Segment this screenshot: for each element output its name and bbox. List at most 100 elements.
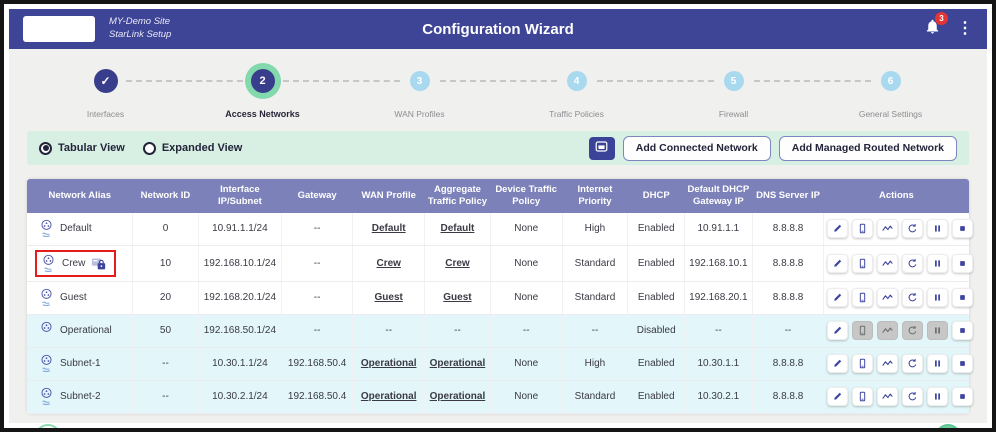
- add-connected-network-button[interactable]: Add Connected Network: [622, 135, 771, 161]
- step-label: Access Networks: [225, 109, 300, 119]
- activity-action-button[interactable]: [877, 219, 899, 239]
- network-alias-label: Subnet-2: [60, 390, 101, 402]
- activity-action-button[interactable]: [877, 354, 899, 374]
- next-step-button[interactable]: →: [935, 423, 961, 428]
- stop-action-button[interactable]: [952, 354, 974, 374]
- wan-profile-cell: Operational: [352, 380, 425, 414]
- expanded-view-radio[interactable]: Expanded View: [142, 141, 242, 155]
- card-view-button[interactable]: [588, 136, 615, 160]
- view-radio-group: Tabular View Expanded View: [39, 141, 242, 155]
- device-action-button[interactable]: [852, 354, 874, 374]
- folder-icon: [595, 140, 608, 156]
- gateway-cell: --: [281, 212, 354, 246]
- highlighted-alias: Crew: [35, 249, 117, 277]
- gateway-cell: --: [281, 281, 354, 315]
- edit-action-button[interactable]: [827, 354, 849, 374]
- activity-action-button[interactable]: [877, 253, 899, 273]
- edit-action-button[interactable]: [827, 253, 849, 273]
- step-number: 2: [250, 69, 275, 93]
- dhcp-cell: Disabled: [627, 314, 685, 348]
- edit-action-button[interactable]: [827, 321, 849, 341]
- wan-profile-cell: Operational: [352, 347, 425, 381]
- step-wan-profiles[interactable]: 3 WAN Profiles: [341, 59, 498, 119]
- toolbar-buttons: Add Connected Network Add Managed Routed…: [588, 135, 957, 161]
- column-header: Network Alias: [27, 179, 133, 213]
- restart-action-button[interactable]: [902, 253, 924, 273]
- pause-action-button[interactable]: [927, 288, 949, 308]
- add-managed-routed-network-button[interactable]: Add Managed Routed Network: [778, 135, 957, 161]
- device-action-button[interactable]: [852, 288, 874, 308]
- network-id-cell: 50: [132, 314, 199, 348]
- network-alias-label: Operational: [60, 324, 112, 336]
- tabular-view-label: Tabular View: [58, 142, 125, 154]
- device-action-button[interactable]: [852, 219, 874, 239]
- stop-action-button[interactable]: [952, 253, 974, 273]
- network-hand-icon: [39, 288, 54, 307]
- restart-action-button[interactable]: [902, 288, 924, 308]
- aggregate-traffic-policy-link[interactable]: Crew: [445, 257, 470, 269]
- activity-action-button[interactable]: [877, 288, 899, 308]
- column-header: WAN Profile: [352, 179, 425, 213]
- restart-action-button[interactable]: [902, 219, 924, 239]
- pause-action-button[interactable]: [927, 354, 949, 374]
- kebab-menu-icon[interactable]: ⋮: [957, 20, 973, 37]
- edit-action-button[interactable]: [827, 219, 849, 239]
- previous-step-button[interactable]: ←: [35, 423, 61, 428]
- step-access-networks[interactable]: 2 Access Networks: [184, 59, 341, 119]
- activity-action-button: [877, 321, 899, 341]
- step-connector: [814, 80, 871, 82]
- step-connector: [500, 80, 557, 82]
- step-number: 5: [723, 71, 744, 91]
- app-header: MY-Demo Site StarLink Setup Configuratio…: [9, 9, 987, 49]
- step-general-settings[interactable]: 6 General Settings: [812, 59, 969, 119]
- wan-profile-link[interactable]: Guest: [374, 292, 403, 304]
- wan-profile-cell: Guest: [352, 281, 425, 315]
- pause-action-button[interactable]: [927, 387, 949, 407]
- stepper: ✓ Interfaces 2 Access Networks 3 WAN Profiles…: [27, 59, 969, 119]
- aggregate-traffic-policy-link[interactable]: Guest: [443, 292, 472, 304]
- device-action-button[interactable]: [852, 253, 874, 273]
- restart-action-button[interactable]: [902, 387, 924, 407]
- pause-action-button[interactable]: [927, 253, 949, 273]
- tabular-view-radio[interactable]: Tabular View: [39, 141, 125, 155]
- device-action-button[interactable]: [852, 387, 874, 407]
- aggregate-traffic-policy-link[interactable]: Operational: [429, 391, 486, 403]
- actions-cell: [823, 380, 974, 414]
- default-dhcp-gateway-ip-cell: 10.30.1.1: [684, 347, 753, 381]
- aggregate-traffic-policy-cell: Crew: [424, 245, 491, 282]
- aggregate-traffic-policy-link[interactable]: Default: [440, 223, 475, 235]
- pause-action-button[interactable]: [927, 219, 949, 239]
- stop-action-button[interactable]: [952, 219, 974, 239]
- default-dhcp-gateway-ip-cell: 192.168.10.1: [684, 245, 753, 282]
- networks-table: Network Alias Network ID Interface IP/Subn…: [27, 179, 974, 414]
- edit-action-button[interactable]: [827, 387, 849, 407]
- edit-action-button[interactable]: [827, 288, 849, 308]
- wan-profile-link[interactable]: Default: [371, 223, 406, 235]
- actions-cell: [823, 281, 974, 315]
- stop-action-button[interactable]: [952, 288, 974, 308]
- step-connector: [439, 80, 496, 82]
- network-alias-label: Default: [60, 222, 92, 234]
- internet-priority-cell: High: [562, 212, 629, 246]
- restart-action-button[interactable]: [902, 354, 924, 374]
- column-header: Actions: [823, 179, 969, 213]
- wan-profile-link[interactable]: Crew: [376, 257, 401, 269]
- wan-profile-link[interactable]: Operational: [360, 358, 417, 370]
- aggregate-traffic-policy-link[interactable]: Operational: [429, 358, 486, 370]
- step-traffic-policies[interactable]: 4 Traffic Policies: [498, 59, 655, 119]
- stop-action-button[interactable]: [952, 321, 974, 341]
- radio-unselected-icon: [142, 141, 156, 155]
- table-row-guest: Guest 20 192.168.20.1/24 -- Guest Guest None St…: [27, 281, 974, 315]
- activity-action-button[interactable]: [877, 387, 899, 407]
- step-interfaces[interactable]: ✓ Interfaces: [27, 59, 184, 119]
- device-traffic-policy-cell: None: [490, 380, 563, 414]
- pause-action-button: [927, 321, 949, 341]
- network-alias-label: Subnet-1: [60, 357, 101, 369]
- wan-profile-link[interactable]: Operational: [360, 391, 417, 403]
- wan-profile-cell: Crew: [352, 245, 425, 282]
- networks-table-card: Network Alias Network ID Interface IP/Subn…: [27, 179, 974, 414]
- notifications-button[interactable]: 3: [924, 12, 948, 40]
- dns-server-ip-cell: 8.8.8.8: [752, 212, 825, 246]
- step-firewall[interactable]: 5 Firewall: [655, 59, 812, 119]
- stop-action-button[interactable]: [952, 387, 974, 407]
